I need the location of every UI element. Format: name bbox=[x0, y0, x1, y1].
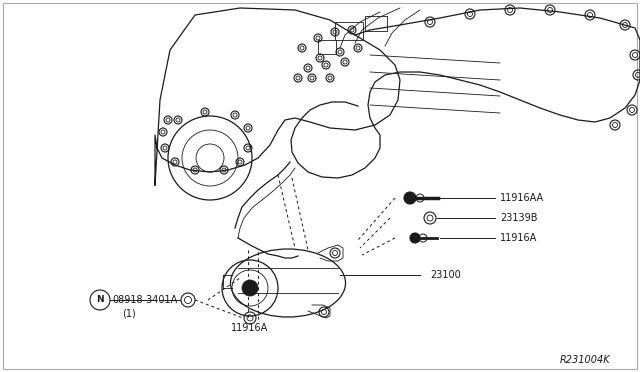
Circle shape bbox=[404, 192, 416, 204]
Bar bbox=[318, 40, 336, 54]
Text: (1): (1) bbox=[122, 308, 136, 318]
Text: 11916AA: 11916AA bbox=[500, 193, 544, 203]
Bar bbox=[365, 16, 387, 31]
Text: 08918-3401A: 08918-3401A bbox=[112, 295, 177, 305]
Circle shape bbox=[242, 280, 258, 296]
Text: 23139B: 23139B bbox=[500, 213, 538, 223]
Text: 11916A: 11916A bbox=[232, 323, 269, 333]
Text: 11916A: 11916A bbox=[500, 233, 537, 243]
Text: 23100: 23100 bbox=[430, 270, 461, 280]
Bar bbox=[335, 22, 363, 40]
Text: N: N bbox=[96, 295, 104, 305]
Circle shape bbox=[410, 233, 420, 243]
Text: R231004K: R231004K bbox=[559, 355, 610, 365]
